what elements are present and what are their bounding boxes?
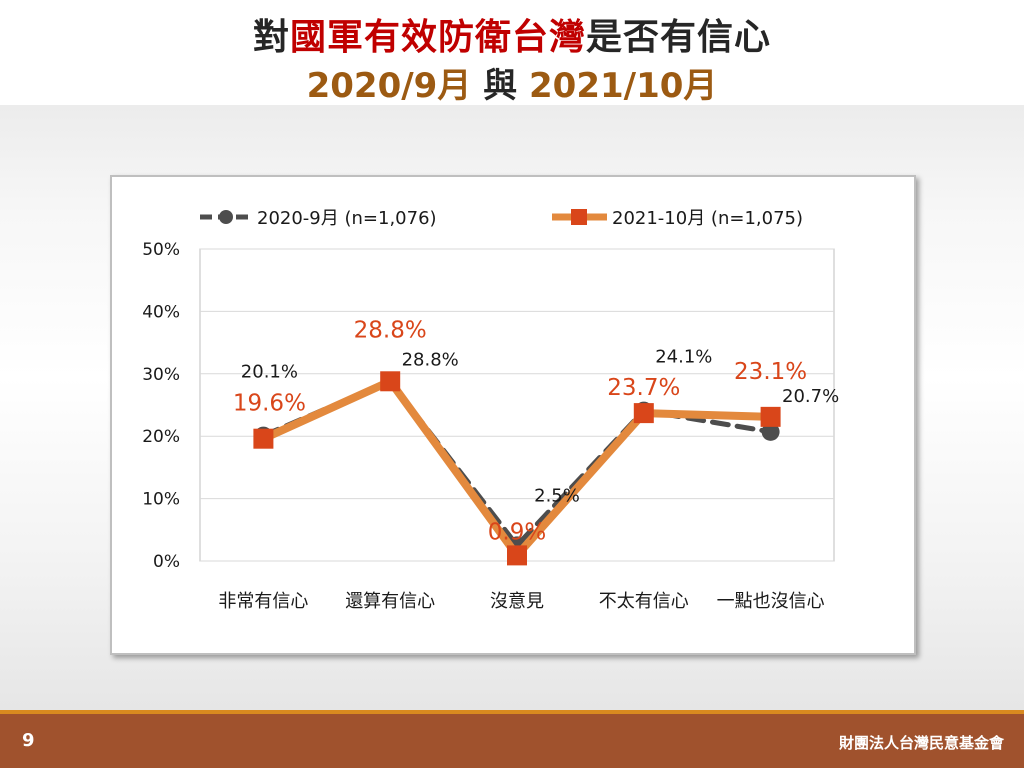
y-tick-label: 40%	[142, 302, 180, 322]
series-2020-data-label: 20.1%	[241, 362, 298, 383]
series-2021-point	[760, 406, 781, 427]
x-category-label: 非常有信心	[218, 591, 308, 612]
series-2020-data-label: 24.1%	[655, 347, 712, 368]
series-2020-data-label: 20.7%	[782, 386, 839, 407]
subtitle-connector: 與	[471, 66, 530, 106]
legend-2020-marker	[219, 210, 233, 224]
series-2021-point	[633, 403, 654, 424]
page-number: 9	[22, 730, 35, 751]
organization-name: 財團法人台灣民意基金會	[838, 734, 1004, 752]
subtitle-date-2: 2021/10月	[529, 66, 718, 106]
x-category-label: 還算有信心	[345, 591, 435, 612]
series-2021-point	[253, 428, 274, 449]
title-prefix: 對	[252, 17, 290, 58]
x-category-label: 沒意見	[490, 591, 544, 612]
legend-2020-label: 2020-9月 (n=1,076)	[257, 208, 437, 229]
y-tick-label: 0%	[153, 552, 180, 572]
footer-accent-line	[0, 710, 1024, 714]
series-2021-data-label: 28.8%	[354, 317, 427, 343]
series-2021-point	[507, 545, 527, 566]
series-2020-data-label: 28.8%	[402, 349, 459, 370]
title-highlight: 國軍有效防衛台灣	[289, 17, 586, 58]
legend-2021-label: 2021-10月 (n=1,075)	[612, 208, 803, 229]
line-chart: 0% 10% 20% 30% 40% 50% 非常有信心 還算有信心 沒意見 不太有信心 一點也沒信…	[142, 208, 839, 612]
series-2021-data-label: 23.7%	[607, 375, 680, 401]
series-2021-data-label: 0.9%	[488, 519, 546, 545]
series-2020-point	[761, 422, 780, 441]
x-category-label: 不太有信心	[599, 591, 689, 612]
legend-2021-marker	[571, 209, 587, 225]
series-2021-data-label: 19.6%	[233, 391, 306, 417]
y-tick-label: 10%	[142, 490, 180, 510]
slide-subtitle: 2020/9月 與 2021/10月	[0, 58, 1024, 107]
y-tick-label: 50%	[142, 240, 180, 260]
series-2020-data-label: 2.5%	[534, 485, 580, 506]
x-category-label: 一點也沒信心	[717, 591, 825, 612]
series-2021-point	[380, 371, 401, 392]
y-tick-label: 20%	[142, 427, 180, 447]
slide-title: 對國軍有效防衛台灣是否有信心	[0, 8, 1024, 60]
chart-frame: 0% 10% 20% 30% 40% 50% 非常有信心 還算有信心 沒意見 不太有信心 一點也沒信…	[110, 175, 916, 655]
y-tick-label: 30%	[142, 365, 180, 385]
series-2021-data-label: 23.1%	[734, 359, 807, 385]
title-suffix: 是否有信心	[586, 17, 772, 58]
footer-bar	[0, 714, 1024, 768]
subtitle-date-1: 2020/9月	[306, 66, 472, 106]
